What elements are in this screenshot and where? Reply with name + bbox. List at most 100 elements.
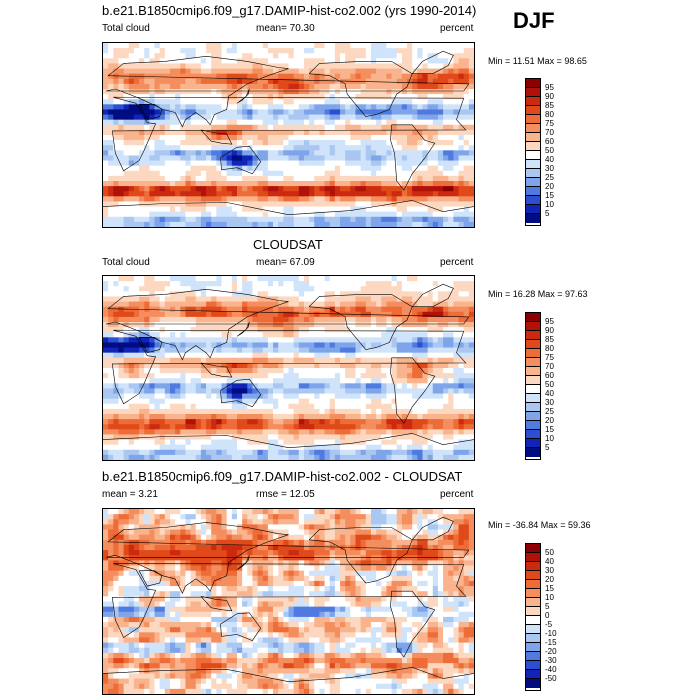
field-cell xyxy=(206,362,212,369)
field-cell xyxy=(314,368,321,374)
field-cell xyxy=(407,53,413,59)
field-cell xyxy=(401,206,408,213)
field-cell xyxy=(185,434,192,441)
field-cell xyxy=(288,357,295,364)
field-cell xyxy=(123,347,130,354)
field-cell xyxy=(231,221,238,227)
field-cell xyxy=(273,424,279,430)
field-cell xyxy=(401,408,408,415)
field-cell xyxy=(448,89,454,95)
field-cell xyxy=(206,286,212,292)
field-cell xyxy=(355,165,362,172)
field-cell xyxy=(468,221,474,227)
colorbar-swatch xyxy=(526,115,540,124)
field-cell xyxy=(329,94,336,100)
field-cell xyxy=(309,68,315,75)
field-cell xyxy=(334,94,341,100)
field-cell xyxy=(242,368,248,374)
field-cell xyxy=(252,63,259,70)
field-cell xyxy=(257,306,264,313)
field-cell xyxy=(463,332,470,338)
field-cell xyxy=(396,73,403,80)
field-cell xyxy=(123,276,130,282)
field-cell xyxy=(314,337,321,344)
field-cell xyxy=(345,155,351,162)
field-cell xyxy=(401,48,408,54)
field-cell xyxy=(236,119,243,126)
field-cell xyxy=(149,160,156,167)
field-cell xyxy=(139,398,145,405)
field-cell xyxy=(206,342,212,349)
field-cell xyxy=(252,165,259,172)
field-cell xyxy=(267,68,274,75)
field-cell xyxy=(211,89,217,95)
field-cell xyxy=(257,109,264,116)
field-cell xyxy=(242,191,248,197)
field-cell xyxy=(159,316,166,323)
panel-1-title: b.e21.B1850cmip6.f09_g17.DAMIP-hist-co2.… xyxy=(102,3,477,18)
field-cell xyxy=(443,398,449,405)
field-cell xyxy=(247,398,254,405)
field-cell xyxy=(370,357,377,364)
field-cell xyxy=(164,165,171,172)
field-cell xyxy=(422,175,429,182)
field-cell xyxy=(396,68,403,75)
field-cell xyxy=(123,48,130,54)
field-cell xyxy=(149,424,156,430)
field-cell xyxy=(190,186,197,192)
field-cell xyxy=(273,337,279,344)
field-cell xyxy=(216,48,223,54)
field-cell xyxy=(381,424,387,430)
field-cell xyxy=(190,301,197,308)
field-cell xyxy=(432,352,439,359)
field-cell xyxy=(139,276,145,282)
field-cell xyxy=(118,311,125,318)
field-cell xyxy=(432,327,439,333)
colorbar-swatch xyxy=(526,88,540,97)
field-cell xyxy=(309,129,315,136)
field-cell xyxy=(262,414,269,420)
field-cell xyxy=(226,347,233,354)
field-cell xyxy=(427,429,434,436)
field-cell xyxy=(422,327,429,333)
field-cell xyxy=(273,145,279,151)
field-cell xyxy=(417,63,424,70)
field-cell xyxy=(303,175,310,182)
field-cell xyxy=(391,342,398,349)
field-cell xyxy=(175,78,181,85)
field-cell xyxy=(144,160,150,167)
field-cell xyxy=(242,160,248,167)
field-cell xyxy=(108,73,114,80)
field-cell xyxy=(463,306,470,313)
field-cell xyxy=(226,181,233,187)
field-cell xyxy=(180,186,187,192)
field-cell xyxy=(303,306,310,313)
field-cell xyxy=(195,296,202,303)
field-cell xyxy=(144,94,150,100)
field-cell xyxy=(391,175,398,182)
field-cell xyxy=(381,145,387,151)
field-cell xyxy=(252,347,259,354)
field-cell xyxy=(283,109,290,116)
field-cell xyxy=(267,368,274,374)
field-cell xyxy=(139,114,145,121)
field-cell xyxy=(200,398,207,405)
field-cell xyxy=(113,316,120,323)
field-cell xyxy=(139,216,145,223)
field-cell xyxy=(257,332,264,338)
field-cell xyxy=(169,129,176,136)
field-cell xyxy=(257,322,264,328)
field-cell xyxy=(396,398,403,405)
field-cell xyxy=(448,140,454,146)
field-cell xyxy=(180,48,187,54)
field-cell xyxy=(360,357,367,364)
field-cell xyxy=(278,114,284,121)
field-cell xyxy=(396,286,403,292)
field-cell xyxy=(365,332,372,338)
field-cell xyxy=(190,281,197,287)
field-cell xyxy=(123,408,130,415)
field-cell xyxy=(468,140,474,146)
field-cell xyxy=(288,109,295,116)
field-cell xyxy=(133,286,140,292)
field-cell xyxy=(386,398,393,405)
